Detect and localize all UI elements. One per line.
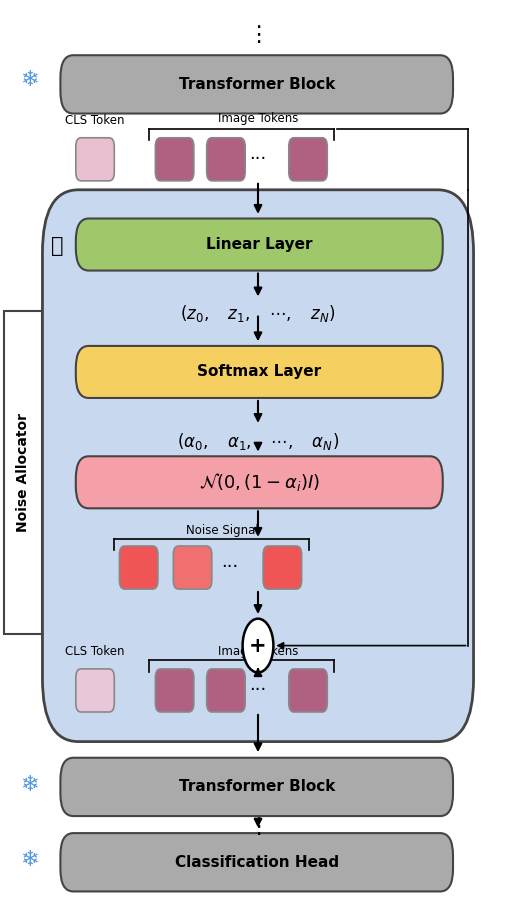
FancyBboxPatch shape [173, 546, 212, 590]
Text: Linear Layer: Linear Layer [206, 237, 313, 252]
Text: ···: ··· [249, 150, 267, 168]
Text: Softmax Layer: Softmax Layer [197, 364, 321, 380]
Text: Transformer Block: Transformer Block [179, 76, 335, 92]
Text: $(z_0, \quad z_1, \quad \cdots, \quad z_N)$: $(z_0, \quad z_1, \quad \cdots, \quad z_… [180, 303, 336, 324]
FancyBboxPatch shape [289, 669, 327, 712]
FancyBboxPatch shape [60, 55, 453, 113]
Text: Classification Head: Classification Head [174, 855, 339, 869]
FancyBboxPatch shape [76, 138, 115, 181]
Text: ···: ··· [249, 681, 267, 699]
FancyBboxPatch shape [155, 138, 194, 181]
FancyBboxPatch shape [76, 456, 443, 508]
FancyBboxPatch shape [207, 669, 245, 712]
Text: ⋮: ⋮ [247, 25, 269, 46]
FancyBboxPatch shape [4, 310, 42, 634]
Text: ❄: ❄ [20, 775, 39, 795]
Text: Image Tokens: Image Tokens [218, 645, 298, 658]
FancyBboxPatch shape [76, 219, 443, 271]
FancyBboxPatch shape [42, 190, 474, 742]
Text: Transformer Block: Transformer Block [179, 779, 335, 795]
Text: ⋮: ⋮ [247, 817, 269, 837]
Text: Noise Signal: Noise Signal [186, 524, 259, 537]
Text: Image Tokens: Image Tokens [218, 112, 298, 125]
Text: 🔥: 🔥 [51, 237, 63, 256]
Text: CLS Token: CLS Token [66, 645, 125, 658]
Text: Noise Allocator: Noise Allocator [16, 413, 30, 532]
Text: $(\alpha_0, \quad \alpha_1, \quad \cdots, \quad \alpha_N)$: $(\alpha_0, \quad \alpha_1, \quad \cdots… [177, 430, 339, 452]
FancyBboxPatch shape [155, 669, 194, 712]
FancyBboxPatch shape [76, 346, 443, 398]
Text: ❄: ❄ [20, 850, 39, 870]
FancyBboxPatch shape [60, 758, 453, 816]
Circle shape [243, 618, 273, 672]
Text: $\mathcal{N}(0,(1-\alpha_i)I)$: $\mathcal{N}(0,(1-\alpha_i)I)$ [199, 472, 320, 493]
FancyBboxPatch shape [207, 138, 245, 181]
Text: +: + [249, 635, 267, 655]
FancyBboxPatch shape [263, 546, 302, 590]
Text: ❄: ❄ [20, 70, 39, 90]
Text: ···: ··· [221, 558, 238, 576]
FancyBboxPatch shape [76, 669, 115, 712]
FancyBboxPatch shape [119, 546, 158, 590]
FancyBboxPatch shape [289, 138, 327, 181]
Text: CLS Token: CLS Token [66, 114, 125, 127]
FancyBboxPatch shape [60, 833, 453, 891]
